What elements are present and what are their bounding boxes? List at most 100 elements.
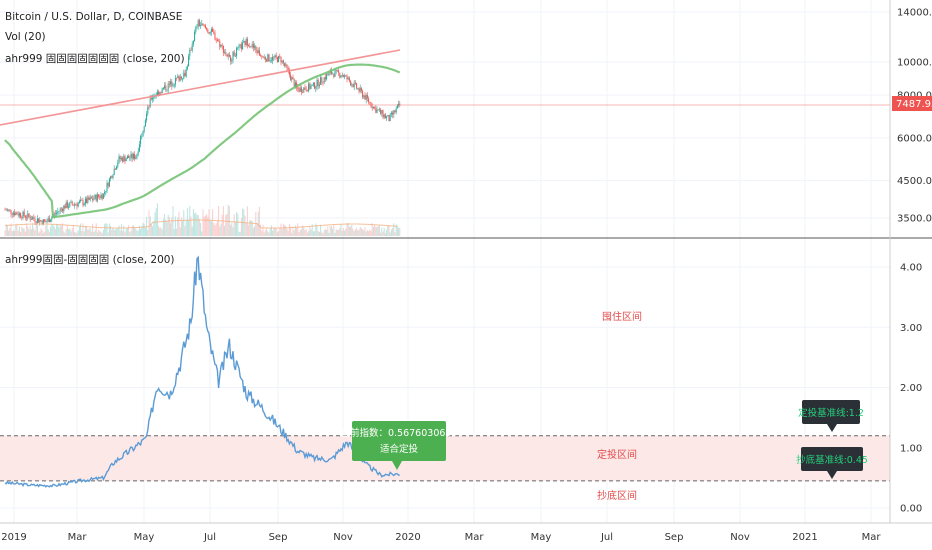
candle-body xyxy=(254,46,256,48)
candle-body xyxy=(312,82,314,85)
volume-bar xyxy=(156,203,158,236)
volume-bar xyxy=(396,225,398,236)
volume-bar xyxy=(48,232,50,236)
candle-body xyxy=(376,109,378,113)
volume-bar xyxy=(112,227,114,236)
candle-body xyxy=(381,110,383,114)
candle-body xyxy=(286,64,288,68)
volume-bar xyxy=(147,229,149,236)
volume-bar xyxy=(392,227,394,236)
candle-body xyxy=(45,221,47,223)
volume-bar xyxy=(257,211,259,236)
volume-bar xyxy=(368,231,370,236)
candle-body xyxy=(257,50,259,54)
volume-bar xyxy=(291,232,293,236)
candle-body xyxy=(108,178,110,187)
volume-bar xyxy=(318,231,320,236)
candle-body xyxy=(44,219,46,222)
index-tick-label: 2.00 xyxy=(900,383,922,394)
volume-bar xyxy=(59,225,61,236)
volume-bar xyxy=(275,227,277,236)
candle-body xyxy=(317,79,319,87)
volume-bar xyxy=(65,229,67,236)
volume-bar xyxy=(160,227,162,236)
candle-body xyxy=(388,115,390,122)
volume-bar xyxy=(234,221,236,236)
candle-body xyxy=(110,176,112,179)
ahr999-index-line xyxy=(4,255,400,488)
volume-bar xyxy=(304,230,306,236)
candle-body xyxy=(272,56,274,61)
candle-body xyxy=(9,209,11,211)
candle-body xyxy=(161,88,163,94)
candle-body xyxy=(232,51,234,61)
dca-ref-box xyxy=(802,400,860,424)
candle-body xyxy=(222,45,224,53)
volume-bar xyxy=(87,229,89,236)
candle-body xyxy=(28,213,30,217)
volume-bar xyxy=(388,225,390,236)
candle-body xyxy=(68,206,70,208)
volume-bar xyxy=(140,229,142,236)
volume-bar xyxy=(120,224,122,236)
candle-body xyxy=(363,95,365,98)
candle-body xyxy=(269,60,271,62)
volume-bar xyxy=(100,232,102,236)
candle-body xyxy=(5,209,7,211)
volume-bar xyxy=(276,232,278,236)
volume-bar xyxy=(6,225,8,236)
volume-bar xyxy=(148,210,150,236)
candle-body xyxy=(23,211,25,216)
candle-body xyxy=(318,84,320,87)
volume-bar xyxy=(264,230,266,236)
candle-body xyxy=(308,83,310,92)
volume-bar xyxy=(395,224,397,236)
candle-body xyxy=(180,76,182,79)
volume-bar xyxy=(98,229,100,236)
zone-middle-label: 定投区间 xyxy=(597,448,637,461)
volume-bar xyxy=(309,226,311,236)
volume-bar xyxy=(46,223,48,236)
volume-bar xyxy=(34,230,36,236)
candle-body xyxy=(171,81,173,87)
volume-bar xyxy=(47,229,49,236)
time-tick-label: 2021 xyxy=(792,532,817,543)
volume-bar xyxy=(299,229,301,236)
candle-body xyxy=(285,64,287,66)
overlay-lines xyxy=(0,49,890,229)
volume-bar xyxy=(39,231,41,236)
volume-bar xyxy=(183,210,185,236)
candle-body xyxy=(20,213,22,218)
candle-body xyxy=(182,78,184,80)
candle-body xyxy=(40,220,42,221)
volume-bar xyxy=(347,223,349,236)
volume-bar xyxy=(9,228,11,236)
time-axis: 2019 Mar May Jul Sep Nov 2020 Mar May Jul Sep Nov 20… xyxy=(1,532,881,543)
candle-body xyxy=(120,157,122,160)
volume-bar xyxy=(142,222,144,236)
volume-bar xyxy=(310,229,312,236)
candle-body xyxy=(236,47,238,57)
volume-bar xyxy=(273,228,275,236)
candle-body xyxy=(221,44,223,46)
volume-bar xyxy=(268,232,270,236)
volume-ma-line xyxy=(4,219,398,229)
candle-body xyxy=(50,220,52,223)
candle-body xyxy=(174,77,176,85)
candle-body xyxy=(124,156,126,162)
candle-body xyxy=(105,191,107,193)
volume-bar xyxy=(60,225,62,236)
candles xyxy=(4,18,401,226)
volume-bar xyxy=(167,214,169,236)
candle-body xyxy=(178,76,180,81)
volume-bar xyxy=(123,225,125,236)
candle-body xyxy=(380,109,382,114)
volume-bar xyxy=(350,226,352,236)
volume-bar xyxy=(255,212,257,236)
candle-body xyxy=(274,55,276,58)
volume-bar xyxy=(236,212,238,236)
volume-bar xyxy=(5,224,7,236)
zone-bottom-label: 抄底区间 xyxy=(597,489,637,502)
candle-body xyxy=(382,110,384,118)
volume-bar xyxy=(351,224,353,236)
